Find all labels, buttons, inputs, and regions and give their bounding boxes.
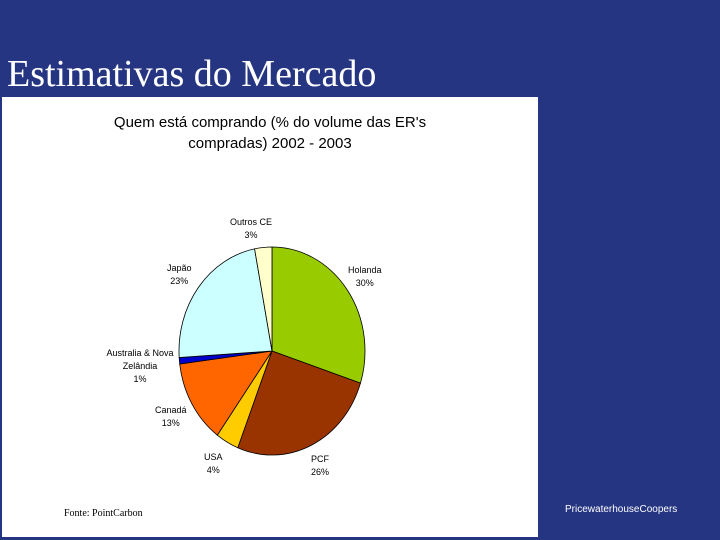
chart-panel: Quem está comprando (% do volume das ER'… xyxy=(2,97,538,537)
pie-slice-pcf xyxy=(237,350,361,456)
slide-title: Estimativas do Mercado xyxy=(7,53,377,95)
pie-slice-outros-ce xyxy=(254,246,273,352)
slice-label-japao: Japão 23% xyxy=(167,262,192,288)
slice-label-name: Holanda xyxy=(348,265,382,275)
slice-label-name: Australia & Nova Zelândia xyxy=(106,348,174,371)
slice-label-australia: Australia & Nova Zelândia 1% xyxy=(102,347,178,386)
slice-label-name: USA xyxy=(204,452,223,462)
slice-label-name: Outros CE xyxy=(230,217,273,227)
slice-label-pcf: PCF 26% xyxy=(311,453,329,479)
slice-label-value: 30% xyxy=(355,278,374,288)
pie-slice-holanda xyxy=(271,246,366,384)
pie-slice-canad- xyxy=(179,350,273,436)
slice-label-outros-ce: Outros CE 3% xyxy=(230,216,272,242)
slice-label-name: PCF xyxy=(311,454,329,464)
chart-title-line-1: Quem está comprando (% do volume das ER'… xyxy=(113,114,427,131)
slice-label-value: 23% xyxy=(170,276,189,286)
chart-title-line-2: compradas) 2002 - 2003 xyxy=(188,135,352,152)
slice-label-holanda: Holanda 30% xyxy=(348,264,382,290)
source-note: Fonte: PointCarbon xyxy=(64,508,143,519)
slice-label-value: 3% xyxy=(244,230,258,240)
slice-label-canada: Canadá 13% xyxy=(155,404,187,430)
slice-label-name: Japão xyxy=(167,263,192,273)
brand-logo-text: PricewaterhouseCoopers xyxy=(565,504,678,515)
slice-label-usa: USA 4% xyxy=(204,451,223,477)
pie-chart xyxy=(178,246,366,456)
slice-label-value: 1% xyxy=(133,374,147,384)
slice-label-value: 26% xyxy=(311,467,330,477)
slice-label-name: Canadá xyxy=(155,405,187,415)
pie-slice-jap-o xyxy=(178,248,273,358)
slice-label-value: 13% xyxy=(161,418,180,428)
slice-label-value: 4% xyxy=(206,465,220,475)
